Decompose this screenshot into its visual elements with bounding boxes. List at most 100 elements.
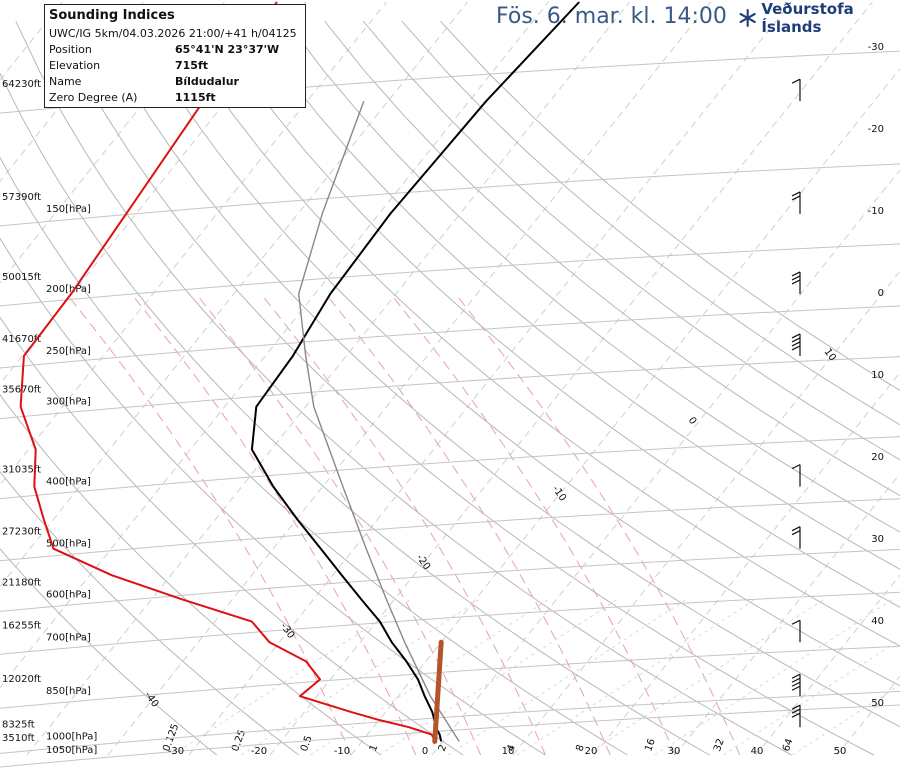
pressure-line (0, 498, 900, 562)
mixing-ratio-label: 32 (712, 737, 727, 753)
pressure-label: 500[hPa] (46, 539, 91, 550)
position-value: 65°41'N 23°37'W (175, 43, 280, 56)
dry-adiabat-line (362, 20, 900, 461)
isotherm-line (0, 1, 306, 385)
right-temp-label: 50 (871, 698, 884, 709)
moist-adiabat-line (455, 293, 741, 756)
lifted-parcel-segment (432, 639, 444, 744)
isotherm-line (0, 1, 549, 689)
mixing-ratio-line (723, 639, 900, 756)
forecast-time-title: Fös. 6. mar. kl. 14:00 (496, 4, 727, 29)
pressure-label: 400[hPa] (46, 477, 91, 488)
right-temp-label: -30 (868, 42, 884, 53)
dry-adiabat-line (92, 20, 900, 728)
isotherm-line (107, 1, 711, 756)
dry-adiabat-line (131, 20, 900, 687)
dry-adiabat-line (0, 394, 382, 756)
dry-adiabat-line (208, 20, 900, 608)
elevation-label: Elevation (49, 59, 101, 72)
right-temp-label: -10 (868, 206, 884, 217)
isotherm-line (755, 574, 900, 756)
isotherm-line (593, 371, 900, 756)
wind-barb-feather (791, 673, 801, 679)
mixing-ratio-label: 4 (506, 743, 519, 753)
dry-adiabat-line (440, 20, 900, 392)
dry-adiabat-line (53, 20, 875, 756)
temperature-profile-line (250, 1, 580, 742)
mixing-ratio-label: 0.5 (299, 734, 315, 753)
wind-barb-feather (791, 530, 801, 536)
mixing-ratio-label: 1 (368, 743, 381, 753)
bottom-temp-label: 0 (422, 746, 428, 757)
pressure-line (0, 704, 900, 768)
pressure-label: 700[hPa] (46, 632, 91, 643)
bottom-temp-label: -10 (334, 746, 350, 757)
dewpoint-profile-line (19, 1, 437, 742)
dry-adiabat-line (285, 20, 900, 533)
right-temp-label: 30 (871, 534, 884, 545)
dry-adiabat-line (401, 20, 900, 426)
right-temp-label: 0 (878, 288, 884, 299)
dry-adiabat-line (169, 20, 900, 647)
name-value: Bíldudalur (175, 75, 239, 88)
height-label: 12020ft (2, 674, 41, 685)
dry-adiabat-line (0, 548, 218, 756)
bottom-temp-label: 50 (834, 746, 847, 757)
isotherm-line (26, 1, 630, 756)
name-label: Name (49, 75, 82, 88)
bottom-temp-label: 10 (502, 746, 515, 757)
height-label: 41670ft (2, 334, 41, 345)
snowflake-logo-icon (739, 9, 756, 27)
info-box-title: Sounding Indices (49, 8, 175, 23)
position-label: Position (49, 43, 92, 56)
pressure-line (0, 163, 900, 227)
moist-adiabat-line (131, 293, 417, 756)
wind-barb-feather (791, 681, 801, 687)
isotherm-line (0, 1, 468, 588)
pressure-label: 1000[hPa] (46, 731, 97, 742)
model-run-line: UWC/IG 5km/04.03.2026 21:00/+41 h/04125 (49, 27, 297, 40)
pressure-line (0, 436, 900, 500)
pressure-label: 300[hPa] (46, 397, 91, 408)
mixing-ratio-label: 8 (574, 743, 587, 753)
wind-barb-feather (791, 619, 801, 625)
isotherm-line (0, 1, 387, 486)
isotherm-line (269, 1, 873, 756)
height-label: 8325ft (2, 719, 35, 730)
pressure-label: 150[hPa] (46, 204, 91, 215)
mixing-ratio-label: 2 (437, 743, 450, 753)
isotherm-line (350, 67, 900, 756)
wind-barb-feather (791, 191, 801, 197)
right-temp-label: -20 (868, 124, 884, 135)
dry-adiabat-line (0, 471, 300, 756)
bottom-temp-label: 20 (585, 746, 598, 757)
sounding-info-box: Sounding Indices UWC/IG 5km/04.03.2026 2… (44, 4, 306, 108)
mixing-ratio-line (379, 598, 618, 756)
wind-barb-feather (791, 464, 801, 470)
wind-barb-feather (791, 271, 801, 277)
pressure-line (0, 645, 900, 709)
pressure-line (0, 243, 900, 307)
height-label: 16255ft (2, 620, 41, 631)
bottom-temp-label: -30 (168, 746, 184, 757)
pressure-label: 200[hPa] (46, 284, 91, 295)
wind-barb-feather (791, 345, 801, 351)
bottom-temp-label: 30 (668, 746, 681, 757)
mixing-ratio-line (447, 598, 687, 756)
wind-barb-feather (791, 275, 801, 281)
brand-logo[interactable]: Veðurstofa Íslands (738, 0, 900, 36)
wind-barb-feather (791, 685, 801, 691)
wind-barb-feather (791, 712, 801, 718)
moist-adiabat-line (66, 293, 352, 756)
bottom-temp-label: -20 (251, 746, 267, 757)
wind-barb-feather (791, 708, 801, 714)
mixing-ratio-line (310, 598, 549, 756)
dry-adiabat-line (0, 72, 710, 756)
dry-adiabat-line (15, 20, 792, 756)
isotherm-label: 10 (822, 347, 838, 364)
dry-adiabat-line (324, 20, 900, 497)
isotherm-label: -30 (278, 621, 296, 641)
wind-barb-feather (791, 337, 801, 343)
pressure-line (0, 690, 900, 754)
parcel-profile-line (298, 100, 460, 742)
